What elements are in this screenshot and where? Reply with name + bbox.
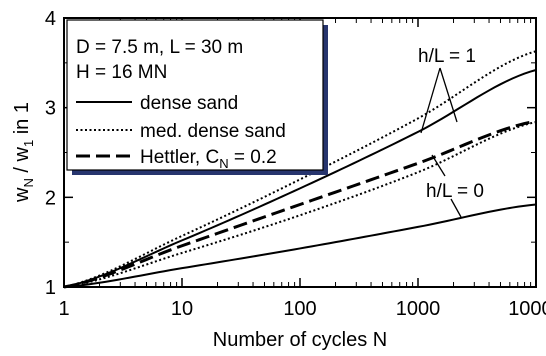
y-tick-label: 3 [45,98,56,120]
y-axis-label: wN / w1 in 1 [11,102,36,203]
series-line-dotted-3 [63,121,537,288]
annotation-hl1: h/L = 1 [418,46,476,134]
legend-entry-hettler: Hettler, CN = 0.2 [140,147,277,171]
legend-entry-med-dense-sand: med. dense sand [140,121,286,142]
legend-line-2: H = 16 MN [76,62,167,83]
series-line-dashed-2 [63,119,537,289]
annotation-hl0-leader-a [431,154,446,177]
annotation-hl0-text: h/L = 0 [426,181,484,202]
x-tick-label: 1 [58,298,69,320]
legend: D = 7.5 m, L = 30 m H = 16 MN dense sand… [66,19,328,175]
annotation-hl0-leader-b [450,198,462,218]
x-tick-label: 10000 [508,298,546,320]
y-tick-label: 1 [45,277,56,299]
x-tick-label: 100 [283,298,316,320]
series-line-solid-4 [63,203,537,288]
annotation-hl1-leader-b [439,67,458,123]
y-tick-label: 4 [45,8,56,30]
x-tick-label: 1000 [396,298,441,320]
series-line-solid-0 [63,69,537,288]
legend-box [66,19,324,171]
annotation-hl1-leader-a [420,67,441,134]
legend-entry-dense-sand: dense sand [140,93,238,114]
legend-line-1: D = 7.5 m, L = 30 m [76,37,243,58]
x-axis-label: Number of cycles N [213,329,388,351]
series-layer [63,50,537,289]
x-tick-label: 10 [171,298,193,320]
annotation-hl0: h/L = 0 [426,154,484,218]
annotation-hl1-text: h/L = 1 [418,46,476,67]
y-tick-label: 2 [45,187,56,209]
